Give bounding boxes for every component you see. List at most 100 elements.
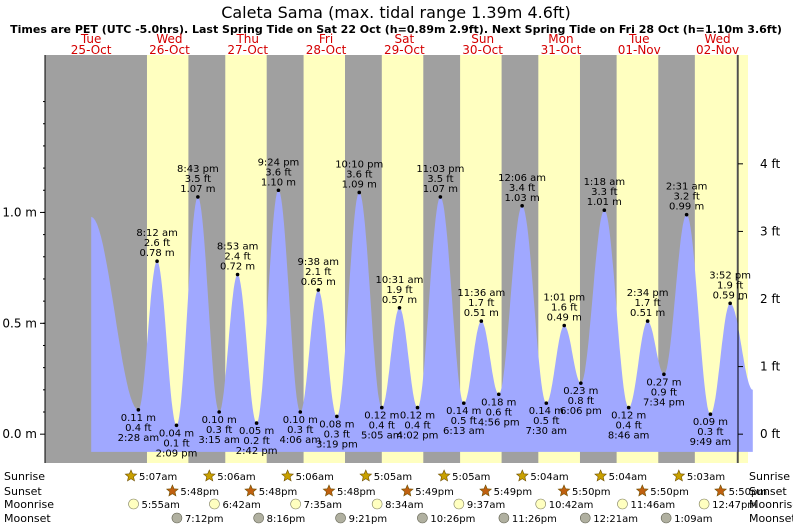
extreme-height-ft: 1.9 ft (386, 285, 412, 296)
extreme-point (235, 272, 240, 277)
extreme-height-m: 0.12 m (364, 411, 399, 422)
extreme-height-ft: 1.7 ft (634, 298, 660, 309)
extreme-point (379, 405, 384, 410)
day-label-date: 26-Oct (149, 43, 190, 57)
sunset-star-icon (714, 484, 728, 497)
sunset-star-icon (322, 484, 336, 497)
row-label-sunset-left: Sunset (4, 485, 42, 498)
sunset-star-icon (557, 484, 571, 497)
extreme-height-ft: 0.1 ft (163, 438, 189, 449)
extreme-time: 4:56 pm (478, 417, 520, 428)
chart-title: Caleta Sama (max. tidal range 1.39m 4.6f… (221, 3, 571, 22)
extreme-height-ft: 3.6 ft (265, 167, 291, 178)
row-label-moonset-right: Moonset (749, 512, 793, 525)
extreme-time: 2:34 pm (627, 288, 669, 299)
sunset-time: 5:50pm (729, 487, 768, 498)
day-label-dow: Mon (548, 32, 573, 46)
extreme-height-m: 0.08 m (319, 419, 354, 430)
extreme-height-m: 0.51 m (630, 308, 665, 319)
extreme-height-ft: 0.3 ft (697, 427, 723, 438)
day-label-date: 25-Oct (71, 43, 112, 57)
sunrise-star-icon (437, 469, 451, 482)
moonset-time: 7:12pm (185, 514, 224, 525)
day-label-date: 02-Nov (696, 43, 739, 57)
extreme-height-ft: 0.9 ft (651, 387, 677, 398)
extreme-height-ft: 0.6 ft (486, 407, 512, 418)
day-label-date: 28-Oct (306, 43, 347, 57)
extreme-height-m: 1.01 m (587, 197, 622, 208)
extreme-height-ft: 3.6 ft (346, 169, 372, 180)
extreme-time: 3:15 am (198, 435, 240, 446)
tick-label-m: 1.0 m (2, 205, 37, 219)
moonrise-time: 6:42am (222, 500, 260, 511)
day-label-dow: Tue (628, 32, 650, 46)
extreme-height-ft: 1.9 ft (717, 280, 743, 291)
extreme-point (662, 372, 666, 377)
extreme-point (626, 405, 631, 410)
extreme-time: 7:34 pm (643, 397, 685, 408)
extreme-height-m: 0.10 m (202, 415, 237, 426)
extreme-height-m: 0.27 m (646, 377, 681, 388)
extreme-time: 11:36 am (457, 288, 505, 299)
extreme-height-m: 1.03 m (505, 193, 540, 204)
extreme-height-m: 0.04 m (159, 428, 194, 439)
extreme-height-m: 0.14 m (446, 406, 481, 417)
extreme-height-ft: 0.4 ft (125, 423, 151, 434)
sunset-time: 5:49pm (494, 487, 533, 498)
extreme-point (217, 410, 221, 414)
extreme-height-ft: 3.5 ft (427, 174, 453, 185)
extreme-height-m: 0.12 m (400, 411, 435, 422)
sunrise-star-icon (202, 469, 216, 482)
moonset-time: 9:21pm (349, 514, 388, 525)
sunset-time: 5:49pm (415, 487, 454, 498)
moonset-icon (335, 512, 346, 524)
day-label-dow: Tue (80, 32, 102, 46)
extreme-height-ft: 2.6 ft (144, 238, 170, 249)
extreme-height-ft: 0.4 ft (404, 421, 430, 432)
right-margin-band (738, 55, 748, 463)
extreme-height-ft: 0.2 ft (243, 436, 269, 447)
tick-label-ft: 2 ft (760, 292, 780, 306)
extreme-time: 11:03 pm (416, 164, 464, 175)
extreme-height-m: 0.78 m (139, 248, 174, 259)
extreme-height-m: 0.57 m (382, 295, 417, 306)
extreme-height-m: 0.72 m (220, 262, 255, 273)
extreme-time: 9:49 am (690, 437, 732, 448)
day-label-date: 29-Oct (384, 43, 425, 57)
extreme-height-ft: 0.4 ft (615, 421, 641, 432)
sunrise-time: 5:06am (296, 472, 334, 483)
moonset-icon (417, 512, 428, 524)
extreme-height-ft: 3.4 ft (509, 183, 535, 194)
day-label-dow: Fri (319, 32, 333, 46)
day-label-dow: Thu (235, 32, 259, 46)
sunrise-star-icon (359, 469, 373, 482)
sunrise-star-icon (594, 469, 608, 482)
extreme-height-ft: 0.3 ft (206, 425, 232, 436)
tide-extremes: 0.11 m0.4 ft2:28 am8:12 am2.6 ft0.78 m0.… (118, 157, 751, 459)
extreme-time: 4:06 am (280, 435, 322, 446)
sun-moon-rows: Sunrise Sunset Moonrise Moonset Sunrise … (4, 469, 793, 525)
extreme-height-ft: 0.3 ft (324, 429, 350, 440)
extreme-height-m: 0.59 m (713, 290, 748, 301)
sunrise-time: 5:05am (374, 472, 412, 483)
moonset-time: 11:26pm (512, 514, 557, 525)
tick-label-ft: 0 ft (760, 427, 780, 441)
extreme-height-ft: 0.5 ft (451, 416, 477, 427)
axes: 0.0 m 0.5 m 1.0 m 0 ft 1 ft 2 ft 3 ft 4 ft (2, 55, 780, 463)
sunset-time: 5:48pm (180, 487, 219, 498)
day-label-date: 30-Oct (462, 43, 503, 57)
sunset-star-icon (400, 484, 414, 497)
extreme-point (397, 305, 402, 310)
extreme-time: 2:31 am (666, 182, 708, 193)
sunrise-time: 5:05am (452, 472, 490, 483)
extreme-height-m: 0.99 m (669, 202, 704, 213)
day-label-date: 31-Oct (541, 43, 582, 57)
sunrise-time: 5:04am (609, 472, 647, 483)
extreme-point (562, 323, 567, 328)
sunrise-star-icon (124, 469, 138, 482)
sunset-star-icon (244, 484, 258, 497)
extreme-height-m: 0.49 m (547, 313, 582, 324)
extreme-height-m: 1.10 m (261, 177, 296, 188)
sunset-star-icon (165, 484, 179, 497)
moonrise-time: 7:35am (304, 500, 342, 511)
